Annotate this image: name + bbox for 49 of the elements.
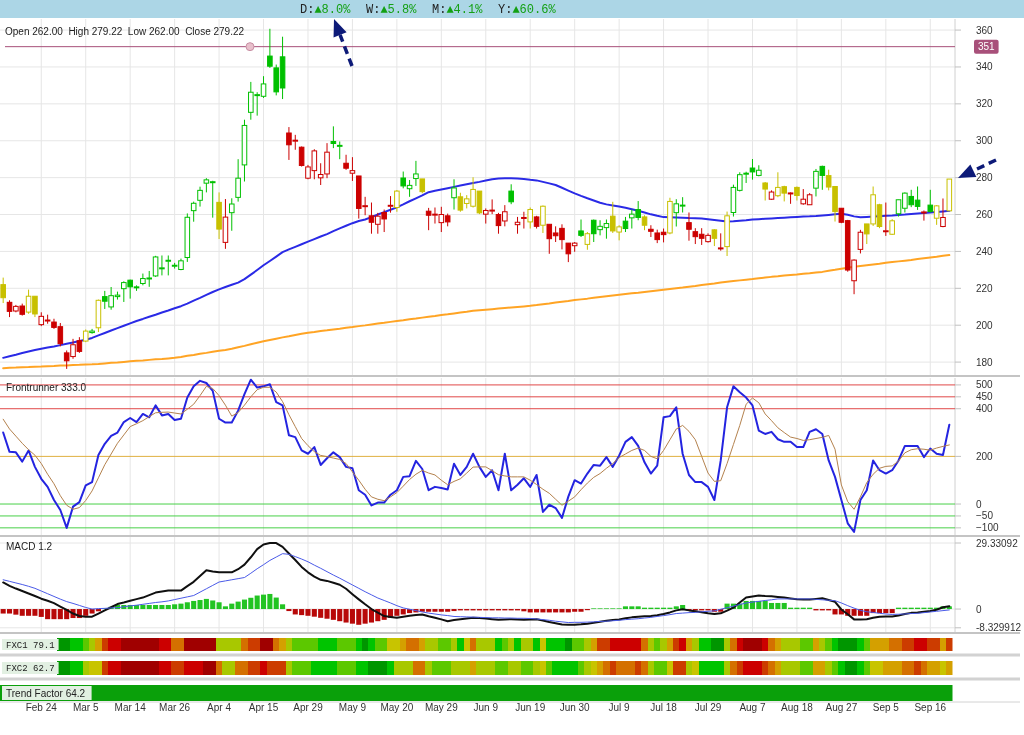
category-label: May 9 <box>338 702 367 713</box>
category-label: Jun 30 <box>559 702 591 713</box>
category-label: Jul 18 <box>650 702 678 713</box>
y-tick-label: 29.33092 <box>976 537 1019 549</box>
y-tick-label: 200 <box>976 450 994 462</box>
y-tick-label: -8.329912 <box>976 622 1022 634</box>
y-tick-label: 200 <box>976 319 994 331</box>
y-tick-label: 240 <box>976 245 994 257</box>
annotation: Open 262.00 High 279.22 Low 262.00 Close 279.22 <box>5 26 245 37</box>
y-tick-label: 0 <box>976 498 982 510</box>
category-label: Jul 29 <box>694 702 722 713</box>
y-tick-label: −50 <box>976 510 994 522</box>
category-label: Feb 24 <box>25 702 58 713</box>
text: Trend Factor 64.2 <box>6 687 86 699</box>
y-tick-label: 180 <box>976 356 994 368</box>
chart-title: MACD 1.2 <box>6 541 53 552</box>
category-label: Mar 5 <box>72 702 99 713</box>
y-tick-label: 500 <box>976 379 994 391</box>
category-label: Mar 14 <box>114 702 147 713</box>
category-label: Jul 9 <box>608 702 631 713</box>
category-label: Aug 27 <box>825 702 858 713</box>
text: FXC2 62.7 <box>6 664 55 675</box>
chart-title: Frontrunner 333.0 <box>6 382 87 393</box>
text: D:▲8.0% W:▲5.8% M:▲4.1% Y:▲60.6% <box>300 3 556 17</box>
category-label: Sep 5 <box>872 702 900 713</box>
y-tick-label: 280 <box>976 172 994 184</box>
y-tick-label: 400 <box>976 403 994 415</box>
category-label: Apr 4 <box>207 702 232 713</box>
y-tick-label: 0 <box>976 603 982 615</box>
ref-line-label: 351 <box>977 41 996 53</box>
y-tick-label: 340 <box>976 61 994 73</box>
category-label: Aug 7 <box>739 702 766 713</box>
category-label: May 20 <box>380 702 414 713</box>
y-tick-label: 220 <box>976 282 994 294</box>
y-tick-label: 260 <box>976 209 994 221</box>
y-tick-label: 300 <box>976 135 994 147</box>
y-tick-label: 360 <box>976 24 994 36</box>
text: FXC1 79.1 <box>6 640 55 651</box>
y-tick-label: 450 <box>976 391 994 403</box>
category-label: Jun 9 <box>473 702 499 713</box>
y-tick-label: 320 <box>976 98 994 110</box>
category-label: Jun 19 <box>515 702 546 713</box>
category-label: Mar 26 <box>159 702 191 713</box>
category-label: Apr 15 <box>248 702 279 713</box>
category-label: May 29 <box>424 702 459 713</box>
y-tick-label: −100 <box>976 522 999 534</box>
category-label: Aug 18 <box>781 702 814 713</box>
category-label: Apr 29 <box>293 702 324 713</box>
category-label: Sep 16 <box>914 702 947 713</box>
